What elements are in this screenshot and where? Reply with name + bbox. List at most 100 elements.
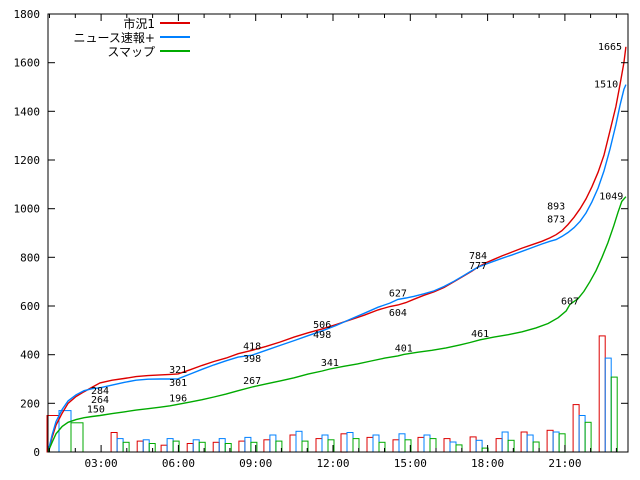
bar-shikyo1 (340, 433, 348, 453)
bar-shikyo1 (110, 432, 118, 453)
series-line-smap (47, 196, 627, 453)
bar-shikyo1 (186, 443, 194, 453)
legend-line-sample-news-flash (160, 36, 190, 38)
bar-shikyo1 (417, 436, 425, 453)
bar-smap (122, 441, 130, 453)
point-label-smap: 196 (169, 393, 187, 404)
point-label-news-flash: 301 (169, 378, 187, 389)
bar-shikyo1 (469, 436, 477, 453)
bar-shikyo1 (495, 438, 503, 453)
bar-shikyo1 (315, 438, 323, 453)
bar-news-flash (269, 434, 277, 453)
legend-line-sample-smap (160, 50, 190, 52)
y-axis-label: 1800 (14, 8, 41, 21)
point-label-smap: 341 (321, 358, 339, 369)
bar-shikyo1 (443, 438, 451, 453)
y-axis-label: 600 (20, 300, 40, 313)
bar-shikyo1 (160, 444, 168, 453)
point-label-shikyo1: 506 (313, 320, 331, 331)
legend-label-news-flash: ニュース速報+ (73, 30, 155, 45)
y-axis-label: 1400 (14, 105, 41, 118)
x-axis-label: 18:00 (471, 457, 504, 470)
point-label-news-flash: 873 (547, 215, 565, 226)
bar-news-flash (244, 436, 252, 453)
x-axis-label: 06:00 (162, 457, 195, 470)
bar-news-flash (501, 431, 509, 453)
bar-smap (610, 376, 618, 453)
point-label-shikyo1: 784 (469, 251, 487, 262)
y-axis-label: 200 (20, 397, 40, 410)
bar-news-flash (604, 357, 612, 453)
series-line-news-flash (47, 84, 627, 453)
point-label-news-flash: 264 (91, 395, 109, 406)
bar-news-flash (475, 439, 483, 453)
bar-shikyo1 (366, 436, 374, 453)
point-label-smap: 1049 (599, 192, 623, 203)
point-label-shikyo1: 604 (389, 308, 407, 319)
legend-line-sample-shikyo1 (160, 22, 190, 24)
bar-smap (352, 438, 360, 453)
plot-frame (47, 13, 629, 453)
y-axis-label: 0 (33, 446, 40, 459)
x-axis-label: 15:00 (394, 457, 427, 470)
bar-news-flash (346, 432, 354, 453)
point-label-shikyo1: 418 (243, 341, 261, 352)
bar-news-flash (321, 434, 329, 453)
point-label-smap: 150 (87, 405, 105, 416)
bar-news-flash (218, 438, 226, 453)
point-label-news-flash: 1510 (594, 80, 618, 91)
x-axis-label: 12:00 (316, 457, 349, 470)
bar-shikyo1 (520, 431, 528, 453)
bar-smap (558, 433, 566, 453)
point-label-shikyo1: 1665 (598, 42, 622, 53)
bar-shikyo1 (598, 335, 606, 453)
chart-legend: 市況1 ニュース速報+ スマップ (0, 16, 190, 59)
legend-row-smap: スマップ (0, 44, 190, 59)
bar-smap (429, 438, 437, 453)
bar-smap (455, 444, 463, 453)
bar-shikyo1 (238, 440, 246, 453)
legend-row-shikyo1: 市況1 (0, 16, 190, 31)
x-axis-label: 03:00 (85, 457, 118, 470)
bar-news-flash (192, 439, 200, 453)
bar-news-flash (372, 434, 380, 453)
bar-news-flash (449, 441, 457, 453)
y-axis-label: 1600 (14, 57, 41, 70)
bar-shikyo1 (392, 439, 400, 453)
point-label-news-flash: 627 (389, 288, 407, 299)
bar-news-flash (295, 430, 303, 453)
point-label-shikyo1: 893 (547, 202, 565, 213)
bar-shikyo1 (546, 429, 554, 453)
legend-row-news-flash: ニュース速報+ (0, 30, 190, 45)
point-label-news-flash: 498 (313, 330, 331, 341)
y-axis-label: 800 (20, 251, 40, 264)
bar-smap (584, 421, 592, 453)
bar-shikyo1 (136, 440, 144, 453)
x-axis-label: 09:00 (239, 457, 272, 470)
bar-shikyo1 (212, 441, 220, 453)
bar-shikyo1 (263, 439, 271, 453)
legend-label-shikyo1: 市況1 (123, 16, 155, 31)
point-label-news-flash: 398 (243, 354, 261, 365)
point-label-shikyo1: 321 (169, 365, 187, 376)
bar-news-flash (398, 433, 406, 453)
point-label-news-flash: 777 (469, 261, 487, 272)
bar-news-flash (578, 415, 586, 453)
legend-label-smap: スマップ (107, 44, 155, 59)
bar-news-flash (116, 438, 124, 453)
bar-news-flash (166, 438, 174, 453)
bar-shikyo1 (572, 404, 580, 453)
y-axis-label: 1200 (14, 154, 41, 167)
point-label-smap: 607 (561, 296, 579, 307)
point-label-smap: 401 (395, 343, 413, 354)
bar-shikyo1 (289, 434, 297, 453)
bar-news-flash (423, 434, 431, 453)
point-label-smap: 267 (243, 376, 261, 387)
y-axis-label: 1000 (14, 203, 41, 216)
y-axis-label: 400 (20, 349, 40, 362)
point-label-smap: 461 (471, 329, 489, 340)
bar-smap (70, 422, 84, 453)
bar-news-flash (552, 431, 560, 453)
